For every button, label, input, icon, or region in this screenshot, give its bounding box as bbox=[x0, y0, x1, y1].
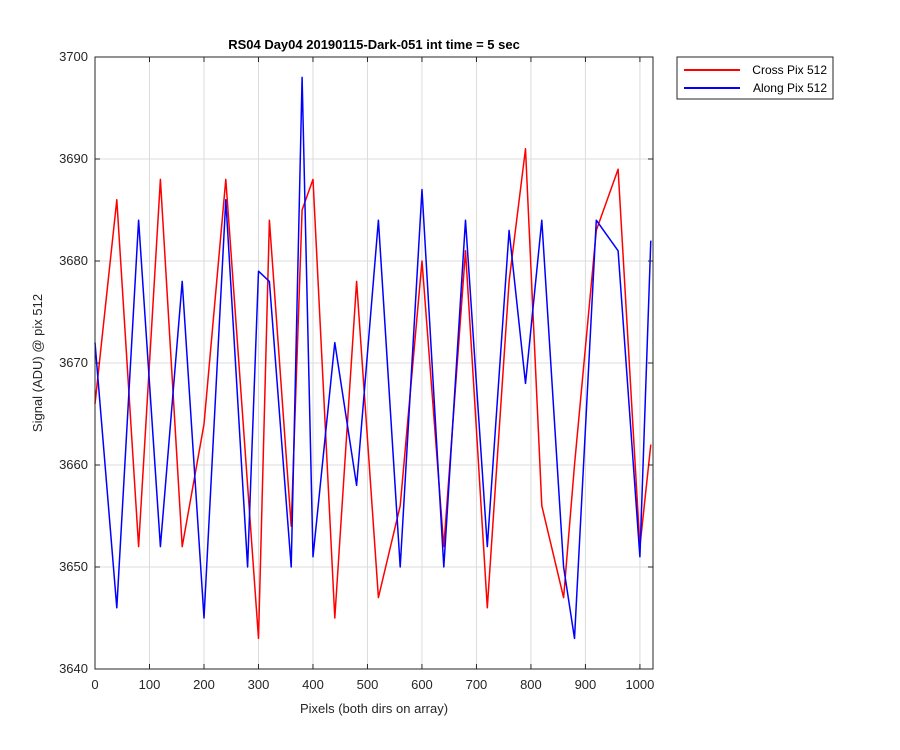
y-tick-label: 3700 bbox=[59, 49, 88, 64]
series-line-along-pix bbox=[94, 76, 652, 640]
x-tick-label: 1000 bbox=[625, 677, 654, 692]
x-tick-label: 500 bbox=[357, 677, 379, 692]
x-tick-label: 400 bbox=[302, 677, 324, 692]
series-layer bbox=[94, 76, 652, 640]
y-tick-label: 3670 bbox=[59, 355, 88, 370]
x-tick-label: 0 bbox=[91, 677, 98, 692]
y-tick-label: 3680 bbox=[59, 253, 88, 268]
ticks: 0 100 200 300 400 500 600 700 800 900 1000 3640 3650… bbox=[59, 49, 654, 692]
x-tick-label: 900 bbox=[575, 677, 597, 692]
x-tick-label: 200 bbox=[193, 677, 215, 692]
legend-label-cross-pix: Cross Pix 512 bbox=[752, 63, 827, 77]
y-tick-label: 3660 bbox=[59, 457, 88, 472]
x-tick-label: 300 bbox=[248, 677, 270, 692]
grid bbox=[94, 56, 653, 670]
y-tick-label: 3640 bbox=[59, 661, 88, 676]
x-axis-label: Pixels (both dirs on array) bbox=[300, 701, 448, 716]
chart-title: RS04 Day04 20190115-Dark-051 int time = … bbox=[228, 37, 520, 52]
y-axis-label: Signal (ADU) @ pix 512 bbox=[30, 294, 45, 432]
x-tick-label: 600 bbox=[411, 677, 433, 692]
legend-box bbox=[676, 56, 834, 100]
legend-label-along-pix: Along Pix 512 bbox=[753, 81, 827, 95]
legend: Cross Pix 512 Along Pix 512 bbox=[676, 56, 834, 100]
x-tick-label: 800 bbox=[520, 677, 542, 692]
y-tick-label: 3650 bbox=[59, 559, 88, 574]
y-tick-label: 3690 bbox=[59, 151, 88, 166]
x-tick-label: 100 bbox=[139, 677, 161, 692]
x-tick-label: 700 bbox=[466, 677, 488, 692]
